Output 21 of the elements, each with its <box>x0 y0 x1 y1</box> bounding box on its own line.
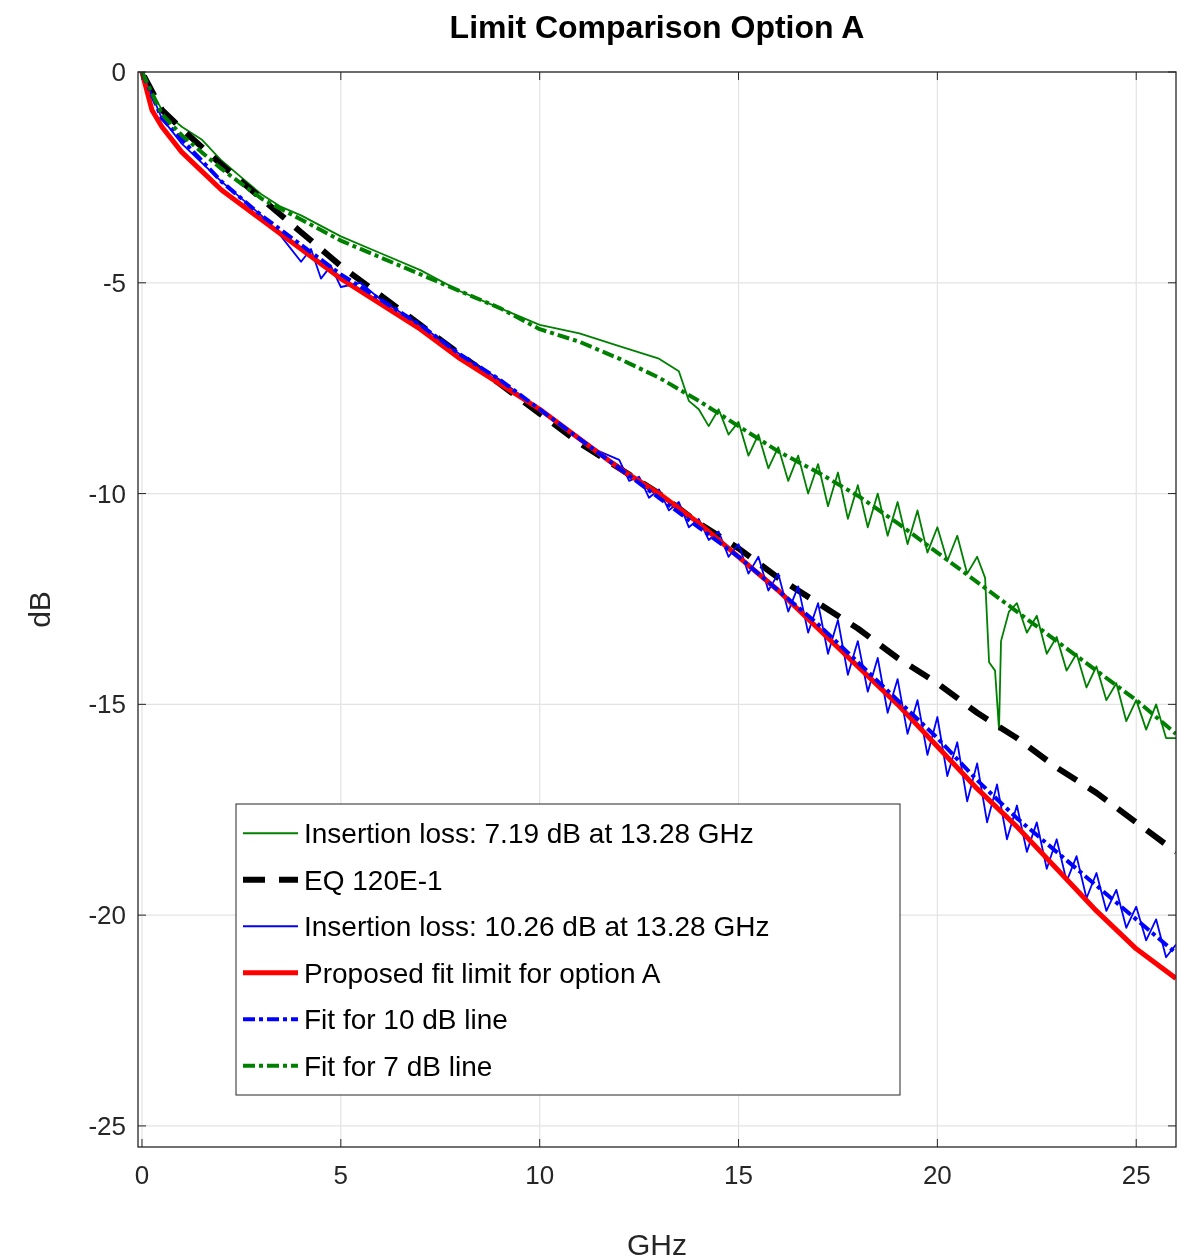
x-tick-label: 10 <box>525 1160 555 1190</box>
x-tick-label: 20 <box>922 1160 952 1190</box>
legend-label: Insertion loss: 7.19 dB at 13.28 GHz <box>304 818 754 850</box>
x-tick-label: 5 <box>333 1160 349 1190</box>
x-tick-label: 0 <box>134 1160 150 1190</box>
y-tick-label: -20 <box>88 900 126 931</box>
legend-label: Insertion loss: 10.26 dB at 13.28 GHz <box>304 911 770 943</box>
legend-label: Fit for 10 dB line <box>304 1004 508 1036</box>
y-tick-label: 0 <box>111 57 126 87</box>
y-tick-label: -5 <box>102 267 126 298</box>
y-tick-label: -15 <box>88 689 126 720</box>
legend-label: Proposed fit limit for option A <box>304 957 661 989</box>
legend-label: EQ 120E-1 <box>304 864 443 896</box>
x-tick-label: 15 <box>724 1160 753 1190</box>
x-tick-label: 25 <box>1121 1160 1151 1190</box>
y-axis-title: dB <box>23 591 56 628</box>
legend-label: Fit for 7 dB line <box>304 1050 493 1082</box>
chart-title: Limit Comparison Option A <box>449 9 865 45</box>
y-tick-label: -25 <box>88 1110 126 1141</box>
x-axis-title: GHz <box>627 1228 687 1259</box>
y-tick-label: -10 <box>88 478 126 509</box>
